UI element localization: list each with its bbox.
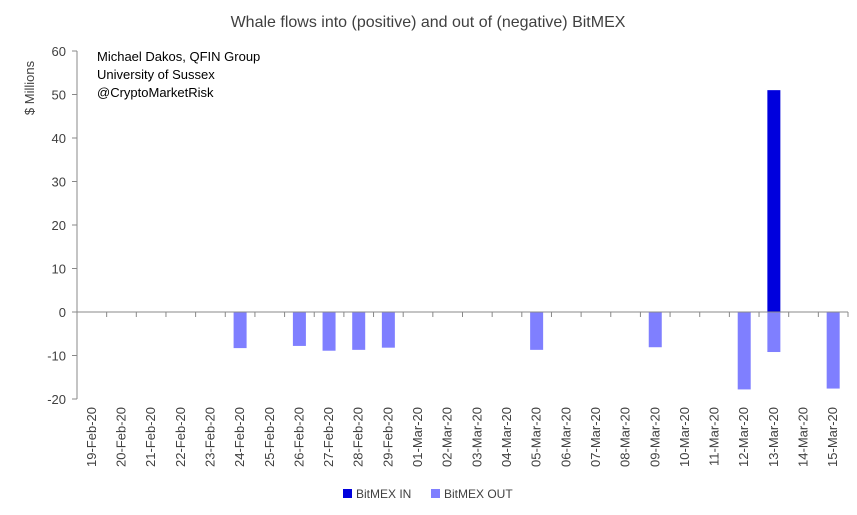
y-tick-label: -10	[47, 349, 66, 364]
y-tick-label: 50	[52, 88, 66, 103]
x-tick-label: 10-Mar-20	[677, 407, 692, 467]
x-tick-label: 14-Mar-20	[796, 407, 811, 467]
x-tick-label: 29-Feb-20	[380, 407, 395, 467]
legend-label: BitMEX OUT	[444, 487, 513, 501]
bar-bitmex-out	[767, 312, 781, 353]
x-tick-label: 15-Mar-20	[825, 407, 840, 467]
y-tick-label: 60	[52, 44, 66, 59]
attribution-annotation: Michael Dakos, QFIN Group University of …	[97, 49, 260, 100]
x-tick-label: 20-Feb-20	[113, 407, 128, 467]
x-tick-label: 22-Feb-20	[173, 407, 188, 467]
bar-bitmex-out	[322, 312, 336, 351]
x-tick-label: 13-Mar-20	[766, 407, 781, 467]
bar-bitmex-out	[648, 312, 662, 348]
y-tick-label: 40	[52, 131, 66, 146]
y-tick-label: 20	[52, 218, 66, 233]
attribution-line: University of Sussex	[97, 67, 215, 82]
bar-bitmex-out	[233, 312, 247, 349]
legend: BitMEX IN BitMEX OUT	[343, 487, 513, 501]
bar-bitmex-out	[530, 312, 544, 350]
bar-bitmex-out	[826, 312, 840, 389]
x-tick-label: 21-Feb-20	[143, 407, 158, 467]
x-tick-label: 24-Feb-20	[232, 407, 247, 467]
bar-bitmex-out	[381, 312, 395, 348]
attribution-line: @CryptoMarketRisk	[97, 85, 214, 100]
x-tick-label: 26-Feb-20	[291, 407, 306, 467]
x-tick-label: 25-Feb-20	[262, 407, 277, 467]
attribution-line: Michael Dakos, QFIN Group	[97, 49, 260, 64]
x-tick-label: 06-Mar-20	[558, 407, 573, 467]
y-tick-label: -20	[47, 392, 66, 407]
x-tick-label: 01-Mar-20	[410, 407, 425, 467]
y-axis-label: $ Millions	[22, 60, 37, 115]
x-tick-label: 02-Mar-20	[440, 407, 455, 467]
x-tick-label: 23-Feb-20	[202, 407, 217, 467]
bar-bitmex-in	[767, 90, 781, 313]
x-tick-label: 27-Feb-20	[321, 407, 336, 467]
x-tick-label: 28-Feb-20	[351, 407, 366, 467]
plot-area: 60 50 40 30 20 10 0 -10 -20 19-Feb-20 20-Feb-20 21-…	[47, 44, 849, 467]
legend-swatch-out	[431, 489, 440, 498]
y-tick-label: 10	[52, 262, 66, 277]
x-tick-label: 04-Mar-20	[499, 407, 514, 467]
legend-label: BitMEX IN	[356, 487, 411, 501]
chart-title: Whale flows into (positive) and out of (…	[231, 14, 626, 31]
x-tick-label: 09-Mar-20	[647, 407, 662, 467]
bar-bitmex-out	[292, 312, 306, 346]
x-tick-label: 11-Mar-20	[707, 407, 722, 466]
bar-bitmex-out	[352, 312, 366, 350]
x-tick-label: 19-Feb-20	[84, 407, 99, 467]
x-tick-label: 12-Mar-20	[736, 407, 751, 467]
x-tick-label: 05-Mar-20	[529, 407, 544, 467]
y-tick-label: 30	[52, 175, 66, 190]
x-tick-label: 08-Mar-20	[618, 407, 633, 467]
legend-swatch-in	[343, 489, 352, 498]
x-tick-label: 03-Mar-20	[469, 407, 484, 467]
bar-bitmex-out	[737, 312, 751, 390]
y-tick-label: 0	[59, 305, 66, 320]
x-tick-label: 07-Mar-20	[588, 407, 603, 467]
